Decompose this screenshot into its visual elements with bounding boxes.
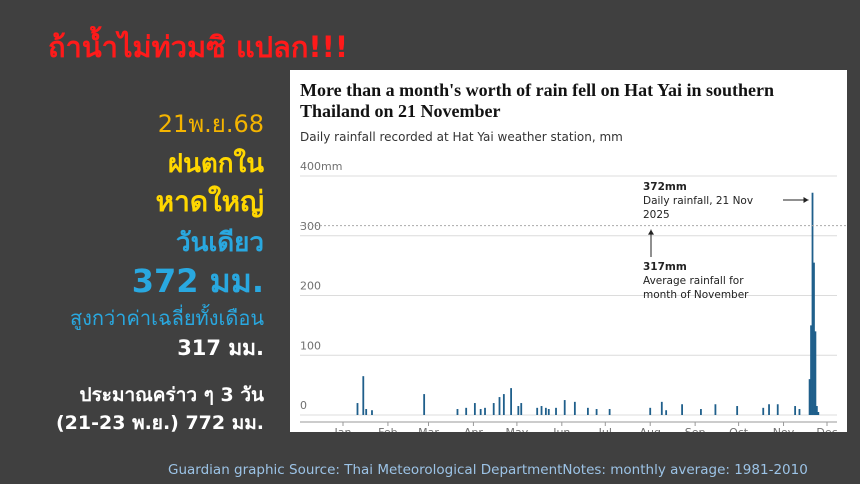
slide-line: ฝนตกใน [167,149,264,179]
y-tick-label: 300 [300,220,321,233]
x-tick-label: Oct [729,426,749,432]
arrow-head [648,229,654,235]
x-tick-label: Mar [418,426,439,432]
bar [649,407,652,415]
chart-panel: More than a month's worth of rain fell o… [290,70,847,432]
bar [465,407,468,415]
slide-line: หาดใหญ่ [155,185,264,218]
y-tick-label: 100 [300,339,321,352]
annotation-text: Average rainfall for month of November [643,275,749,301]
bar [665,410,668,415]
bar [794,406,797,415]
bar [714,404,717,415]
bar [371,410,373,415]
y-tick-label: 400mm [300,160,342,173]
x-tick-label: Dec [816,426,837,432]
slide-line: 317 มม. [177,336,264,360]
bar [362,376,365,415]
x-tick-label: Aug [639,426,660,432]
bar [423,394,426,415]
x-tick-label: Sep [685,426,706,432]
bar [563,400,566,415]
x-tick-label: Feb [378,426,397,432]
headline: ถ้าน้ำไม่ท่วมซิ แปลก!!! [48,30,349,64]
bar [540,406,543,415]
annotation: 372mm Daily rainfall, 21 Nov 2025 [643,180,763,222]
bar [762,407,765,415]
x-tick-label: Apr [464,426,484,432]
bar [814,331,817,415]
bar [595,409,598,415]
bar [817,412,820,415]
x-tick-label: Jan [334,426,352,432]
bar [536,407,539,415]
bar [811,192,814,415]
bar [502,394,505,415]
bar [365,409,368,415]
bar [808,379,811,415]
bar [768,404,770,415]
x-tick-label: May [506,426,529,432]
bar [776,404,779,415]
annotation: 317mm Average rainfall for month of Novem… [643,260,763,302]
bar [520,403,523,415]
y-tick-label: 200 [300,280,321,293]
bar [736,406,739,415]
slide-line: (21-23 พ.ย.) 772 มม. [56,412,264,434]
bar [473,403,476,415]
bar [456,409,459,415]
bar [544,407,547,415]
bar [479,409,482,415]
bar [547,409,550,415]
slide-line: ประมาณคร่าว ๆ 3 วัน [79,384,264,406]
slide-line: 21พ.ย.68 [157,110,264,138]
y-tick-label: 0 [300,399,307,412]
chart-subtitle: Daily rainfall recorded at Hat Yai weath… [300,130,623,144]
bar [484,407,486,415]
bar [798,409,801,415]
bar [586,407,589,415]
bar [356,403,359,415]
bar [681,404,683,415]
annotation-text: Daily rainfall, 21 Nov 2025 [643,195,754,221]
chart: 0100200300400mmJan2025FebMarAprMayJunJul… [300,160,847,432]
chart-title: More than a month's worth of rain fell o… [300,80,775,121]
bar [815,406,818,415]
footer: Guardian graphic Source: Thai Meteorolog… [168,462,808,478]
bar [510,388,512,415]
x-tick-label: Jul [598,426,612,432]
bar [608,409,611,415]
bar [700,409,702,415]
slide-line: 372 มม. [131,262,264,300]
bar [810,325,812,415]
annotation-value: 317mm [643,261,687,273]
x-tick-label: Jun [552,426,570,432]
x-tick-label: Nov [773,426,795,432]
annotation-value: 372mm [643,181,687,193]
bar [517,406,520,415]
bar [498,397,501,415]
bar [573,401,576,415]
bar [813,262,815,415]
arrow-head [803,197,809,203]
bar [555,407,557,415]
slide-line: วันเดียว [176,228,264,258]
slide-line: สูงกว่าค่าเฉลี่ยทั้งเดือน [69,306,264,330]
bar [660,401,663,415]
bar [492,403,495,415]
